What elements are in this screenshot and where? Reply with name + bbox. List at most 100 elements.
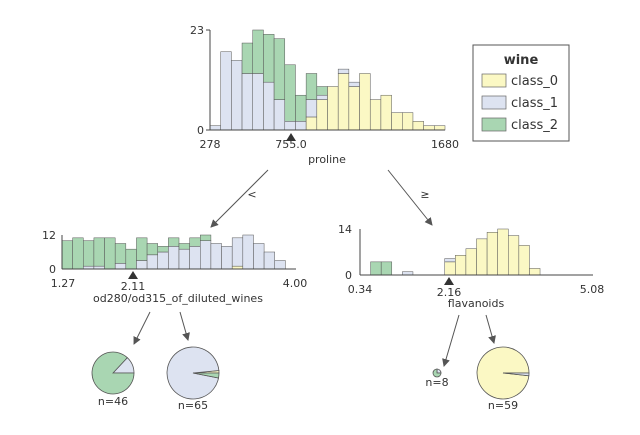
root-bar-class-1-7: [284, 121, 296, 131]
left-bar-class-1-11: [178, 248, 190, 270]
root-bar-class-0-12: [337, 73, 350, 131]
left-bar-class-1-13: [200, 240, 212, 270]
root-feature-label: proline: [308, 153, 346, 166]
left-bar-class-2-3: [93, 237, 105, 267]
right-histogram-bars: [370, 228, 541, 276]
edge-right-label: ≥: [420, 188, 429, 201]
left-node: 12 0 1.27 2.11 4.00 od280/od315_of_dilut…: [42, 229, 307, 305]
left-split-marker: [128, 271, 138, 279]
left-bar-class-2-13: [200, 234, 212, 241]
root-x-max-label: 1680: [431, 138, 459, 151]
right-feature-label: flavanoids: [448, 297, 505, 310]
left-bar-class-1-7: [136, 260, 148, 270]
leaf-3-slice-class-1: [436, 368, 442, 374]
right-y-min-label: 0: [345, 269, 352, 282]
left-bar-class-1-19: [263, 251, 275, 270]
edge-left-label: <: [247, 188, 256, 201]
leaf-1-pie: [91, 351, 135, 395]
root-bar-class-0-11: [327, 86, 339, 131]
leaf-2-slice-class-2: [192, 372, 220, 379]
left-bar-class-1-16: [231, 237, 244, 267]
right-x-min-label: 0.34: [348, 283, 373, 296]
left-bar-class-2-7: [136, 237, 148, 261]
right-bar-class-0-9: [455, 255, 467, 276]
legend-label-class-2: class_2: [511, 118, 558, 133]
edge-right-to-leaf-3: [442, 314, 460, 367]
right-bar-class-2-1: [370, 261, 382, 276]
legend-title: wine: [504, 53, 539, 68]
left-bar-class-2-12: [189, 237, 201, 247]
right-bar-class-0-12: [486, 232, 498, 276]
root-bar-class-2-3: [241, 42, 253, 74]
leaf-4-count-label: n=59: [488, 399, 518, 412]
right-bar-class-1-8: [444, 258, 456, 263]
leaf-4-pie: [476, 346, 530, 400]
root-bar-class-2-4: [252, 29, 264, 74]
right-split-marker: [444, 277, 454, 285]
left-bar-class-1-15: [221, 246, 233, 270]
root-bar-class-1-9: [305, 99, 318, 118]
root-bar-class-0-15: [369, 99, 382, 131]
root-bar-class-1-4: [252, 73, 264, 131]
leaf-4-slice-class-1: [502, 372, 530, 377]
right-node: 14 0 0.34 2.16 5.08 flavanoids: [338, 223, 604, 310]
legend-label-class-1: class_1: [511, 96, 558, 111]
root-node: 23 0 278 755.0 1680 proline: [190, 24, 459, 166]
root-y-min-label: 0: [197, 124, 204, 137]
root-bar-class-1-0: [209, 125, 221, 131]
right-bar-class-0-8: [444, 261, 456, 276]
root-y-max-label: 23: [190, 24, 204, 37]
right-bar-class-0-13: [497, 228, 509, 276]
left-bar-class-2-0: [61, 240, 73, 270]
right-y-max-label: 14: [338, 223, 352, 236]
leaf-3-count-label: n=8: [425, 376, 448, 389]
root-bar-class-0-16: [380, 94, 392, 131]
right-bar-class-0-10: [465, 248, 477, 276]
right-bar-class-0-15: [518, 245, 530, 276]
root-split-label: 755.0: [275, 138, 307, 151]
left-bar-class-2-11: [178, 243, 190, 250]
left-bar-class-2-6: [125, 248, 137, 270]
root-bar-class-1-12: [337, 68, 350, 74]
edge-left-to-leaf-1: [133, 311, 151, 345]
root-bar-class-1-3: [241, 73, 253, 131]
leaf-2-pie: [166, 346, 220, 400]
edge-right-to-leaf-4: [485, 314, 496, 344]
left-bar-class-1-17: [242, 234, 254, 270]
left-y-max-label: 12: [42, 229, 56, 242]
root-bar-class-1-2: [231, 60, 243, 131]
root-bar-class-0-18: [402, 112, 414, 131]
right-bar-class-0-11: [476, 238, 488, 276]
left-bar-class-2-2: [83, 240, 95, 267]
right-bar-class-0-16: [529, 268, 541, 276]
left-bar-class-2-5: [114, 243, 127, 264]
left-bar-class-2-9: [157, 246, 169, 253]
edge-root-to-right: [387, 169, 433, 226]
root-bar-class-0-20: [423, 125, 435, 131]
left-bar-class-1-14: [210, 243, 222, 270]
left-bar-class-2-8: [146, 243, 158, 256]
edge-left-to-leaf-2: [179, 311, 190, 341]
legend-swatch-class-2: [481, 117, 507, 132]
leaf-2-slice-class-1: [166, 346, 220, 400]
left-y-min-label: 0: [49, 263, 56, 276]
root-bar-class-2-10: [316, 86, 328, 96]
root-bar-class-1-6: [273, 99, 286, 131]
left-bar-class-1-8: [146, 254, 158, 270]
left-x-max-label: 4.00: [283, 277, 308, 290]
left-feature-label: od280/od315_of_diluted_wines: [93, 292, 263, 305]
right-bar-class-0-14: [508, 235, 520, 276]
leaf-2-count-label: n=65: [178, 399, 208, 412]
root-bar-class-2-5: [263, 34, 275, 83]
root-bar-class-0-10: [316, 99, 328, 131]
right-x-max-label: 5.08: [580, 283, 605, 296]
right-bar-class-2-2: [380, 261, 393, 276]
root-bar-class-1-10: [316, 94, 328, 100]
left-x-min-label: 1.27: [51, 277, 76, 290]
root-bar-class-0-13: [348, 86, 360, 131]
left-bar-class-1-5: [114, 263, 127, 270]
root-x-min-label: 278: [200, 138, 221, 151]
root-bar-class-0-9: [305, 116, 318, 131]
root-bar-class-1-13: [348, 81, 360, 87]
